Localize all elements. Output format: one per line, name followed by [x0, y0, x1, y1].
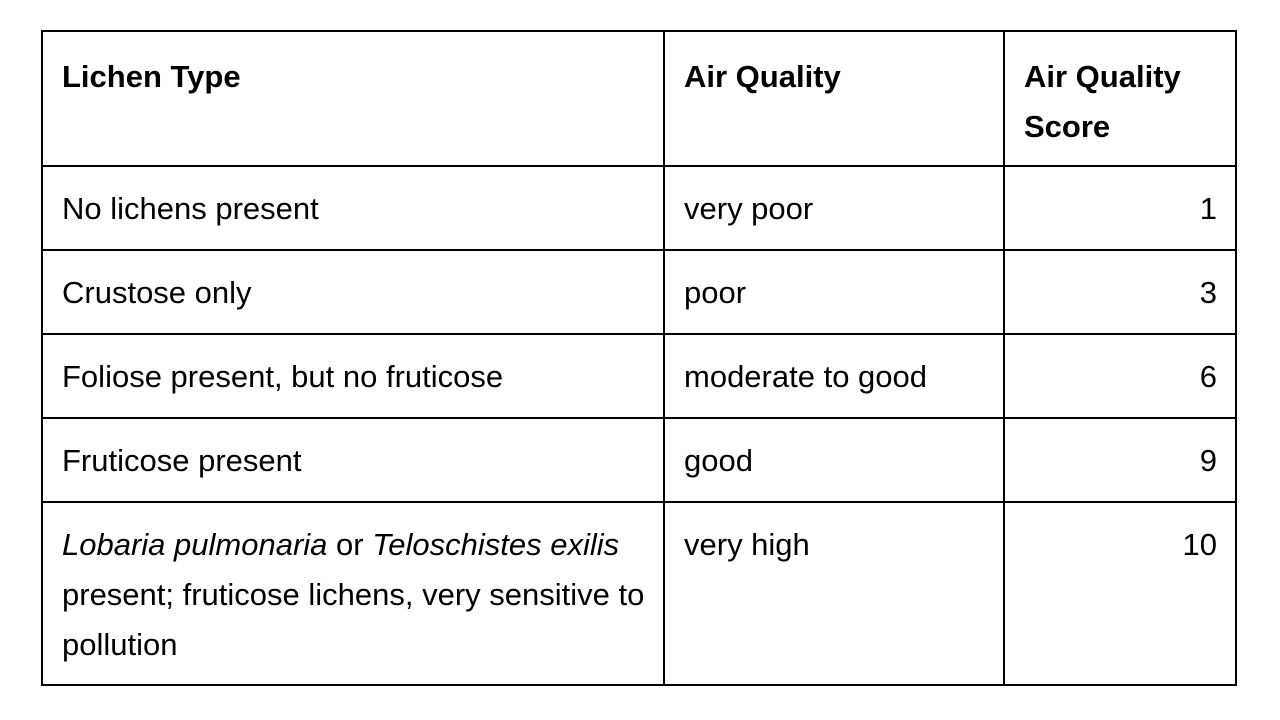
header-cell: Lichen Type — [41, 30, 665, 167]
cell-text: Foliose present, but no fruticose — [62, 359, 504, 394]
score-cell: 9 — [1003, 417, 1237, 503]
cell-text: present; fruticose lichens, very sensiti… — [62, 577, 645, 662]
lichen-type-cell: Fruticose present — [41, 417, 665, 503]
table-row: Crustose only poor 3 — [41, 249, 1237, 335]
cell-text: or — [327, 527, 373, 562]
species-name: Lobaria pulmonaria — [62, 527, 328, 562]
table-row: No lichens present very poor 1 — [41, 165, 1237, 251]
air-quality-cell: poor — [663, 249, 1005, 335]
cell-text: Fruticose present — [62, 443, 302, 478]
header-cell: Air Quality Score — [1003, 30, 1237, 167]
air-quality-cell: very poor — [663, 165, 1005, 251]
score-cell: 1 — [1003, 165, 1237, 251]
lichen-table: Lichen Type Air Quality Air Quality Score … — [41, 30, 1237, 686]
header-cell: Air Quality — [663, 30, 1005, 167]
lichen-type-cell: No lichens present — [41, 165, 665, 251]
header-row: Lichen Type Air Quality Air Quality Score — [41, 30, 1237, 167]
lichen-type-cell: Lobaria pulmonaria or Teloschistes exili… — [41, 501, 665, 686]
lichen-type-cell: Foliose present, but no fruticose — [41, 333, 665, 419]
air-quality-cell: very high — [663, 501, 1005, 686]
table-row: Foliose present, but no fruticose moderat… — [41, 333, 1237, 419]
score-cell: 10 — [1003, 501, 1237, 686]
air-quality-cell: good — [663, 417, 1005, 503]
air-quality-cell: moderate to good — [663, 333, 1005, 419]
score-cell: 3 — [1003, 249, 1237, 335]
cell-text: No lichens present — [62, 191, 319, 226]
table-row: Lobaria pulmonaria or Teloschistes exili… — [41, 501, 1237, 686]
score-cell: 6 — [1003, 333, 1237, 419]
table-row: Fruticose present good 9 — [41, 417, 1237, 503]
lichen-type-cell: Crustose only — [41, 249, 665, 335]
species-name: Teloschistes exilis — [372, 527, 620, 562]
cell-text: Crustose only — [62, 275, 252, 310]
